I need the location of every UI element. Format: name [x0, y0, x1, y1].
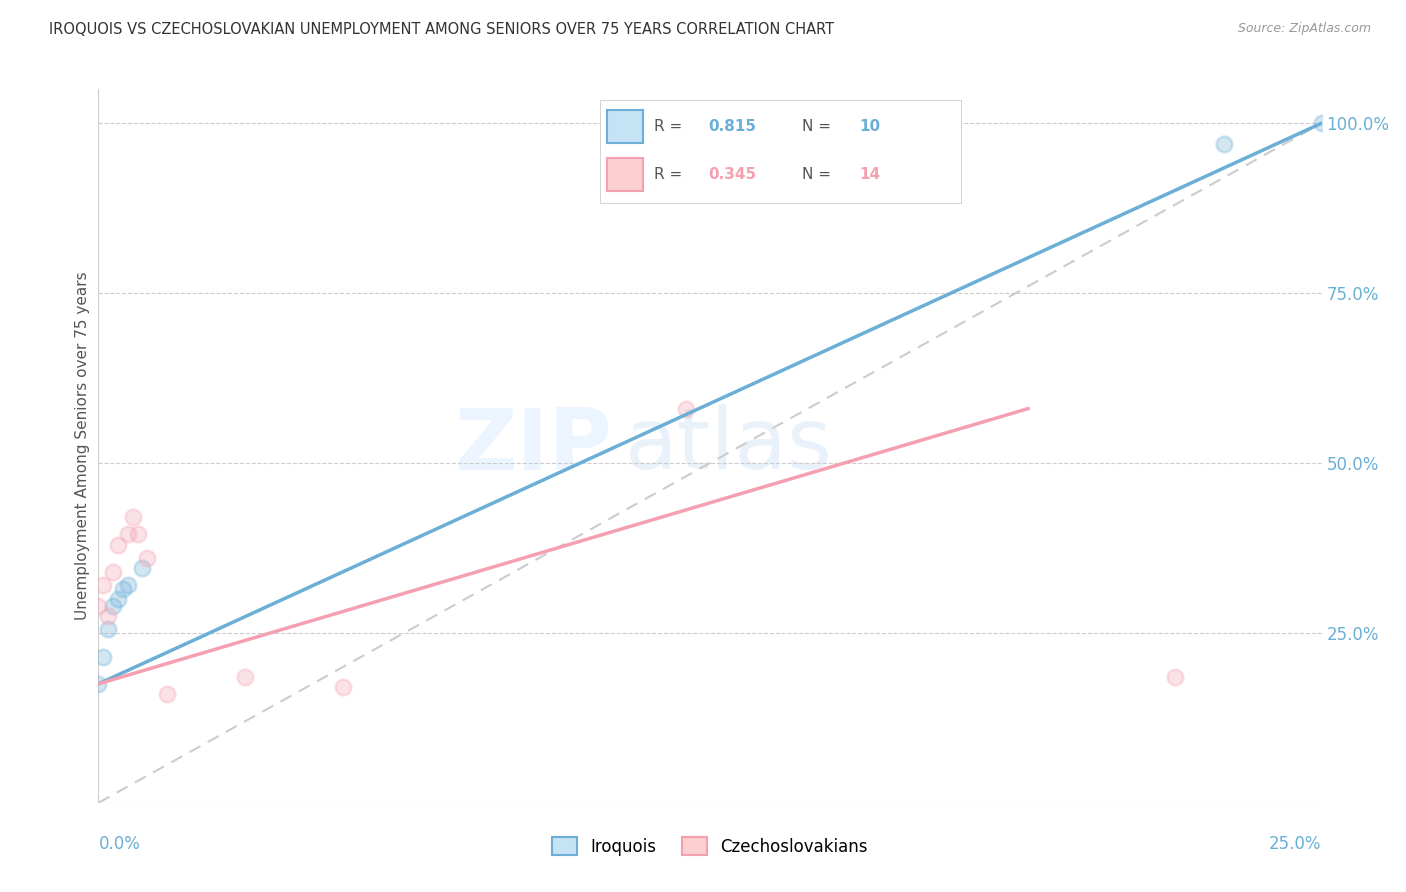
Text: atlas: atlas	[624, 404, 832, 488]
Point	[1164, 670, 1187, 684]
Point	[127, 527, 149, 541]
Point	[101, 599, 124, 613]
Point	[131, 561, 153, 575]
Point	[1212, 136, 1234, 151]
Point	[675, 401, 697, 416]
Point	[1310, 116, 1333, 130]
Point	[101, 565, 124, 579]
Point	[91, 578, 114, 592]
Point	[117, 527, 139, 541]
Point	[87, 677, 110, 691]
Text: IROQUOIS VS CZECHOSLOVAKIAN UNEMPLOYMENT AMONG SENIORS OVER 75 YEARS CORRELATION: IROQUOIS VS CZECHOSLOVAKIAN UNEMPLOYMENT…	[49, 22, 834, 37]
Point	[91, 649, 114, 664]
Point	[87, 599, 110, 613]
Point	[111, 582, 134, 596]
Text: 25.0%: 25.0%	[1270, 836, 1322, 854]
Text: ZIP: ZIP	[454, 404, 612, 488]
Point	[121, 510, 143, 524]
Point	[107, 537, 129, 551]
Point	[156, 687, 179, 701]
Point	[107, 591, 129, 606]
Point	[233, 670, 256, 684]
Y-axis label: Unemployment Among Seniors over 75 years: Unemployment Among Seniors over 75 years	[75, 272, 90, 620]
Point	[117, 578, 139, 592]
Point	[97, 623, 120, 637]
Text: 0.0%: 0.0%	[98, 836, 141, 854]
Point	[97, 608, 120, 623]
Point	[136, 551, 159, 566]
Point	[332, 680, 354, 694]
Text: Source: ZipAtlas.com: Source: ZipAtlas.com	[1237, 22, 1371, 36]
Legend: Iroquois, Czechoslovakians: Iroquois, Czechoslovakians	[546, 830, 875, 863]
